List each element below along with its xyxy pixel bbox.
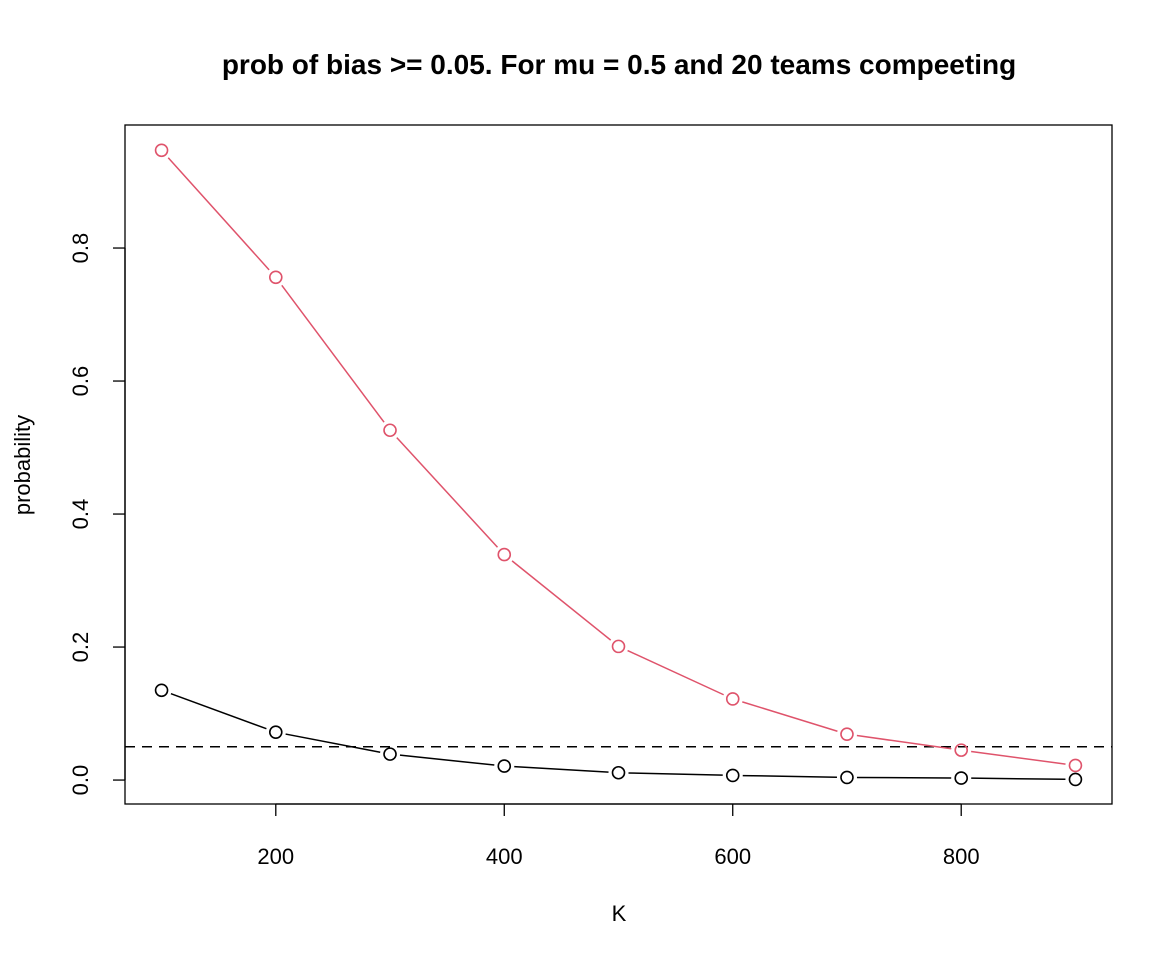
y-axis: 0.0 0.2 0.4 0.6 0.8	[68, 233, 126, 796]
data-point	[725, 768, 740, 783]
series-segment	[628, 772, 723, 776]
series-segment	[285, 733, 381, 753]
series-1	[154, 143, 1083, 773]
data-point	[954, 743, 969, 757]
series-segment	[281, 284, 385, 423]
data-point	[497, 547, 512, 562]
data-point	[268, 270, 283, 285]
plot-frame	[124, 124, 1113, 805]
data-point	[383, 747, 397, 761]
series-segment	[971, 750, 1066, 765]
series-segment	[514, 765, 609, 773]
series-segment	[396, 437, 499, 548]
data-point	[954, 771, 969, 785]
series-segment	[856, 776, 952, 779]
y-tick-label: 0.2	[68, 632, 93, 663]
data-point	[154, 683, 169, 698]
y-tick-label: 0.8	[68, 233, 93, 264]
data-point	[840, 727, 854, 741]
data-point	[611, 639, 626, 654]
series-segment	[742, 774, 837, 778]
y-tick-label: 0.6	[68, 366, 93, 397]
series-segment	[856, 734, 952, 750]
chart-title: prob of bias >= 0.05. For mu = 0.5 and 2…	[222, 49, 1016, 80]
series-segment	[170, 693, 267, 730]
x-tick-label: 800	[943, 844, 980, 869]
data-point	[611, 765, 626, 780]
y-axis-label: probability	[10, 415, 35, 515]
data-point	[1068, 772, 1083, 787]
series-segment	[742, 701, 838, 732]
series-segment	[167, 157, 270, 271]
x-axis: 200 400 600 800	[257, 803, 980, 869]
data-point	[840, 770, 854, 785]
data-point	[268, 725, 283, 739]
data-point	[1068, 758, 1083, 773]
series-layer	[154, 143, 1083, 787]
data-point	[383, 423, 397, 438]
x-tick-label: 200	[257, 844, 294, 869]
series-segment	[971, 777, 1066, 781]
series-2	[154, 683, 1083, 787]
x-tick-label: 600	[714, 844, 751, 869]
data-point	[154, 143, 169, 158]
data-point	[725, 692, 740, 706]
series-segment	[399, 754, 495, 766]
series-segment	[511, 560, 612, 641]
data-point	[497, 759, 512, 773]
series-segment	[627, 649, 724, 696]
x-tick-label: 400	[486, 844, 523, 869]
x-axis-label: K	[612, 901, 627, 926]
y-tick-label: 0.4	[68, 499, 93, 530]
y-tick-label: 0.0	[68, 765, 93, 796]
